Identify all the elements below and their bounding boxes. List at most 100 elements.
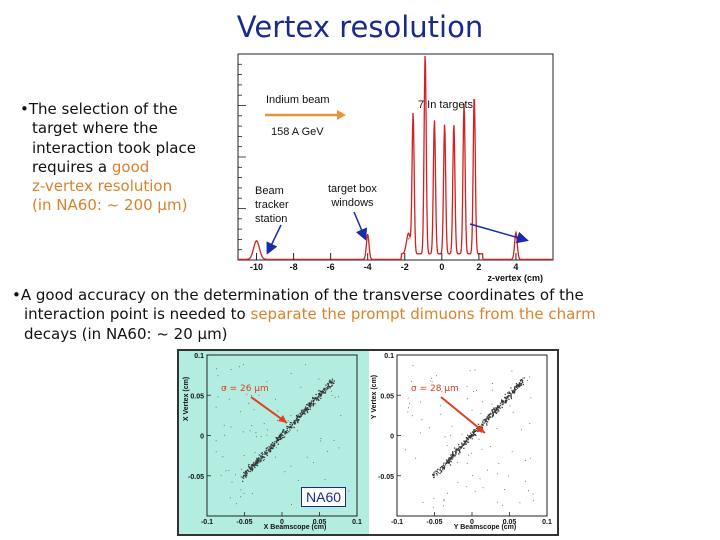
y-tick-label: 0.1 [194,353,204,360]
scatter-point [467,434,469,436]
scatter-point [265,450,267,452]
slide-title: Vertex resolution [236,10,484,44]
scatter-point [327,387,329,389]
scatter-point [318,392,320,395]
scatter-point [327,383,329,385]
scatter-point [513,391,515,393]
scatter-point [249,468,252,470]
scatter-point [444,464,447,466]
scatter-point [452,453,454,456]
highlight-text: good [111,157,150,176]
scatter-point [250,464,253,466]
scatter-point [515,383,518,385]
scatter-point [290,372,292,374]
scatter-point [506,396,508,398]
scatter-point [331,390,333,392]
scatter-point [502,400,504,402]
scatter-point [254,452,256,454]
x-tick-label: -0.1 [391,519,403,526]
scatter-point [290,415,292,416]
scatter-point [407,397,409,399]
scatter-point [332,382,335,385]
scatter-point [508,475,510,477]
scatter-point [215,451,217,453]
scatter-point [501,401,504,403]
scatter-point [315,398,317,400]
scatter-point [223,424,225,426]
scatter-point [291,504,292,505]
scatter-point [463,447,465,450]
scatter-point [215,440,217,442]
scatter-point [508,398,510,401]
text-span: The selection of the [28,100,178,118]
scatter-point [315,393,317,396]
scatter-point [452,451,454,453]
scatter-point [228,398,230,400]
text-line: •A good accuracy on the determination of… [12,286,712,305]
scatter-point [275,456,277,458]
x-tick-label: 0 [470,519,474,526]
scatter-point [274,441,276,443]
scatter-point [340,415,342,416]
scatter-point [300,386,302,388]
scatter-point [333,380,335,382]
scatter-point [320,440,322,442]
scatter-point [463,440,466,443]
peak-mark [463,108,465,110]
scatter-point [521,379,524,381]
scatter-point [243,477,245,479]
scatter-point [473,429,476,431]
scatter-point [468,435,471,437]
scatter-point [491,409,493,411]
scatter-point [432,474,435,476]
scatter-point [261,455,263,457]
scatter-point [278,436,280,439]
scatter-point [289,426,291,428]
scatter-point [471,435,473,437]
scatter-point [516,384,518,386]
scatter-point [496,405,499,407]
beam-arrow-head [337,110,346,120]
scatter-point [458,444,460,446]
scatter-point [446,460,448,462]
scatter-point [461,433,463,435]
scatter-point [264,451,266,453]
scatter-point [409,402,410,404]
scatter-point [240,475,242,477]
scatter-point [312,396,314,399]
scatter-point [291,425,293,427]
scatter-point [510,395,512,397]
scatter-point [466,462,468,464]
highlight-text: z-vertex resolution [32,177,173,196]
scatter-point [491,410,493,412]
x-tick-label: -0.1 [201,519,213,526]
scatter-point [260,455,262,457]
x-tick-label: -0.05 [237,519,253,526]
scatter-point [512,411,514,413]
scatter-point [243,492,245,494]
scatter-point [470,436,472,439]
scatter-point [272,447,274,449]
scatter-point [459,451,461,454]
scatter-point [428,427,430,429]
scatter-point [318,399,320,401]
scatter-point [507,395,510,397]
x-tick-label: 0.1 [542,519,552,526]
scatter-point [521,380,524,383]
scatter-point [301,410,303,413]
scatter-point [260,457,262,459]
peak-mark [433,124,436,127]
scatter-point [329,387,331,389]
scatter-point [252,464,254,467]
scatter-point [465,437,468,439]
scatter-point [332,381,334,383]
scatter-point [305,404,308,406]
scatter-point [430,380,431,382]
scatter-point [217,375,219,377]
scatter-point [516,387,519,389]
scatter-point [433,472,435,474]
scatter-point [466,486,468,488]
scatter-point [242,475,245,478]
scatter-point [496,428,498,430]
scatter-point [433,497,435,499]
